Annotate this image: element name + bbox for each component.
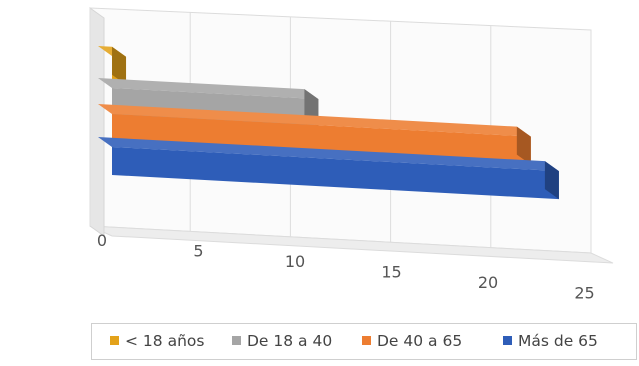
legend: < 18 años De 18 a 40 De 40 a 65 Más de 65 xyxy=(91,323,637,360)
legend-item: Más de 65 xyxy=(503,332,598,350)
legend-swatch xyxy=(110,336,119,345)
legend-label: De 18 a 40 xyxy=(247,332,332,350)
legend-item: < 18 años xyxy=(110,332,204,350)
bar-front xyxy=(112,114,531,165)
bar-top xyxy=(98,104,531,137)
x-tick-label: 10 xyxy=(285,252,305,271)
legend-label: Más de 65 xyxy=(518,332,598,350)
legend-item: De 18 a 40 xyxy=(232,332,332,350)
bar-front xyxy=(112,147,559,200)
chart-bars xyxy=(98,46,559,200)
x-tick-label: 20 xyxy=(478,273,498,292)
legend-item: De 40 a 65 xyxy=(362,332,462,350)
bar-1 xyxy=(98,46,127,85)
legend-label: < 18 años xyxy=(125,332,204,350)
x-axis-ticks: 0 5 10 15 20 25 xyxy=(97,231,595,303)
bar-end xyxy=(112,46,127,85)
bar-end xyxy=(544,161,559,200)
bar-4 xyxy=(98,137,559,200)
x-tick-label: 0 xyxy=(97,231,107,250)
x-tick-label: 5 xyxy=(193,242,203,261)
legend-swatch xyxy=(232,336,241,345)
legend-swatch xyxy=(362,336,371,345)
legend-swatch xyxy=(503,336,512,345)
bar-end xyxy=(516,126,531,165)
x-tick-label: 25 xyxy=(574,284,594,303)
x-tick-label: 15 xyxy=(381,263,401,282)
floor xyxy=(89,225,614,264)
bar-3 xyxy=(98,104,531,165)
bar-top xyxy=(98,78,319,100)
side-wall xyxy=(89,7,105,237)
bar-top xyxy=(98,137,559,172)
legend-label: De 40 a 65 xyxy=(377,332,462,350)
